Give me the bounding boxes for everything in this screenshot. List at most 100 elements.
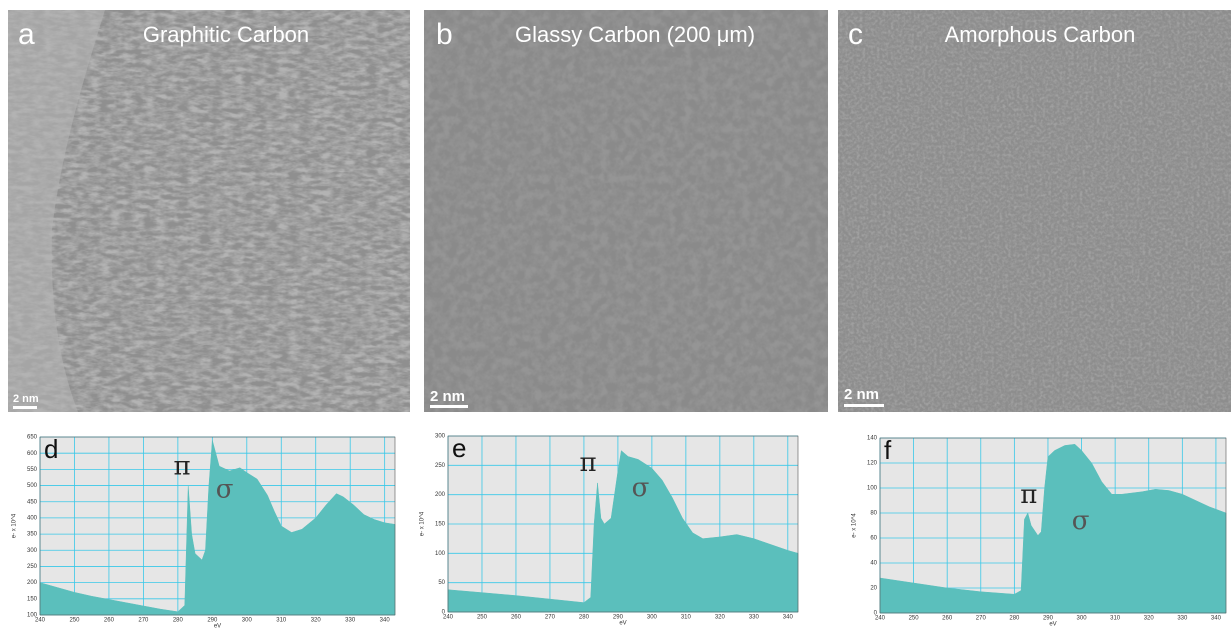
scale-bar-label: 2 nm <box>13 393 39 405</box>
x-tick-label: 250 <box>477 615 488 621</box>
scale-bar <box>430 405 468 408</box>
image-texture <box>8 10 410 412</box>
y-tick-label: 500 <box>27 483 38 489</box>
area <box>39 440 396 616</box>
y-tick-label: 550 <box>27 467 38 473</box>
y-tick-label: 450 <box>27 499 38 505</box>
panel-label: e <box>452 433 466 463</box>
tem-image-b: b Glassy Carbon (200 μm) 2 nm <box>424 10 828 412</box>
x-tick-label: 280 <box>173 618 184 624</box>
annotation: π <box>173 451 190 481</box>
y-tick-label: 80 <box>870 511 877 517</box>
x-tick-label: 280 <box>1009 616 1020 622</box>
x-tick-label: 310 <box>276 618 287 624</box>
annotation: σ <box>632 473 650 503</box>
panel-label: a <box>18 18 35 51</box>
x-tick-label: 320 <box>715 615 726 621</box>
y-axis-label: e- x 10^4 <box>420 511 426 536</box>
x-axis-label: eV <box>619 621 626 627</box>
x-tick-label: 250 <box>69 618 80 624</box>
scale-bar-label: 2 nm <box>430 388 465 405</box>
x-tick-label: 290 <box>1043 616 1054 622</box>
y-tick-label: 250 <box>27 564 38 570</box>
x-tick-label: 330 <box>1177 616 1188 622</box>
y-tick-label: 0 <box>442 610 446 616</box>
x-tick-label: 270 <box>976 616 987 622</box>
y-tick-label: 650 <box>27 435 38 441</box>
y-tick-label: 200 <box>435 492 446 498</box>
annotation: σ <box>1072 506 1090 536</box>
y-tick-label: 40 <box>870 561 877 567</box>
y-tick-label: 300 <box>435 434 446 440</box>
image-title: Graphitic Carbon <box>143 22 309 47</box>
panel-label: f <box>884 435 892 465</box>
tem-image-a: a Graphitic Carbon 2 nm <box>8 10 410 412</box>
eels-chart: 100 150 200 250 300 350 400 450 500 550 600 650 240 2… <box>12 434 396 630</box>
y-tick-label: 600 <box>27 451 38 457</box>
panel-label: c <box>848 18 863 51</box>
panel-label: d <box>44 434 58 464</box>
x-axis-label: eV <box>214 624 221 630</box>
x-tick-label: 330 <box>345 618 356 624</box>
x-tick-label: 280 <box>579 615 590 621</box>
y-axis-label: e- x 10^4 <box>852 513 858 538</box>
x-tick-label: 310 <box>681 615 692 621</box>
image-title: Amorphous Carbon <box>945 22 1136 47</box>
x-tick-label: 260 <box>104 618 115 624</box>
x-tick-label: 240 <box>443 615 454 621</box>
y-tick-label: 100 <box>435 551 446 557</box>
annotation: π <box>579 448 596 478</box>
scale-bar <box>844 404 884 407</box>
annotation: σ <box>216 474 234 504</box>
y-tick-label: 140 <box>867 436 878 442</box>
area <box>879 443 1227 614</box>
x-tick-label: 320 <box>1144 616 1155 622</box>
y-tick-label: 50 <box>438 580 445 586</box>
y-tick-label: 350 <box>27 532 38 538</box>
x-tick-label: 340 <box>1211 616 1222 622</box>
y-tick-label: 150 <box>435 522 446 528</box>
eels-chart: 0 50 100 150 200 250 300 240 250 260 270 280 290 300 3… <box>420 433 799 627</box>
image-texture <box>424 10 828 412</box>
y-tick-label: 60 <box>870 536 877 542</box>
scale-bar <box>13 406 37 409</box>
x-tick-label: 290 <box>207 618 218 624</box>
x-tick-label: 300 <box>242 618 253 624</box>
x-tick-label: 320 <box>311 618 322 624</box>
x-tick-label: 300 <box>647 615 658 621</box>
area <box>447 450 799 613</box>
y-tick-label: 250 <box>435 463 446 469</box>
eels-chart: 0 20 40 60 80 100 120 140 240 250 260 270 280 290 300 3… <box>852 435 1227 628</box>
x-tick-label: 260 <box>942 616 953 622</box>
x-tick-label: 260 <box>511 615 522 621</box>
y-axis-label: e- x 10^4 <box>12 513 18 538</box>
x-tick-label: 270 <box>545 615 556 621</box>
x-tick-label: 270 <box>138 618 149 624</box>
x-tick-label: 340 <box>783 615 794 621</box>
y-tick-label: 200 <box>27 580 38 586</box>
y-tick-label: 0 <box>874 611 878 617</box>
y-tick-label: 150 <box>27 596 38 602</box>
y-tick-label: 300 <box>27 548 38 554</box>
y-tick-label: 100 <box>27 613 38 619</box>
annotation: π <box>1020 480 1037 510</box>
tem-image-c: c Amorphous Carbon 2 nm <box>838 10 1231 412</box>
plot-frame <box>879 437 1227 614</box>
x-tick-label: 310 <box>1110 616 1121 622</box>
x-tick-label: 240 <box>875 616 886 622</box>
x-tick-label: 290 <box>613 615 624 621</box>
panel-label: b <box>436 18 453 51</box>
y-tick-label: 100 <box>867 486 878 492</box>
y-tick-label: 400 <box>27 515 38 521</box>
x-tick-label: 250 <box>909 616 920 622</box>
image-title: Glassy Carbon (200 μm) <box>515 22 755 47</box>
x-axis-label: eV <box>1049 622 1056 628</box>
image-texture <box>838 10 1231 412</box>
y-tick-label: 120 <box>867 461 878 467</box>
x-tick-label: 300 <box>1077 616 1088 622</box>
plot-frame <box>447 435 799 613</box>
x-tick-label: 240 <box>35 618 46 624</box>
y-tick-label: 20 <box>870 586 877 592</box>
x-tick-label: 340 <box>380 618 391 624</box>
